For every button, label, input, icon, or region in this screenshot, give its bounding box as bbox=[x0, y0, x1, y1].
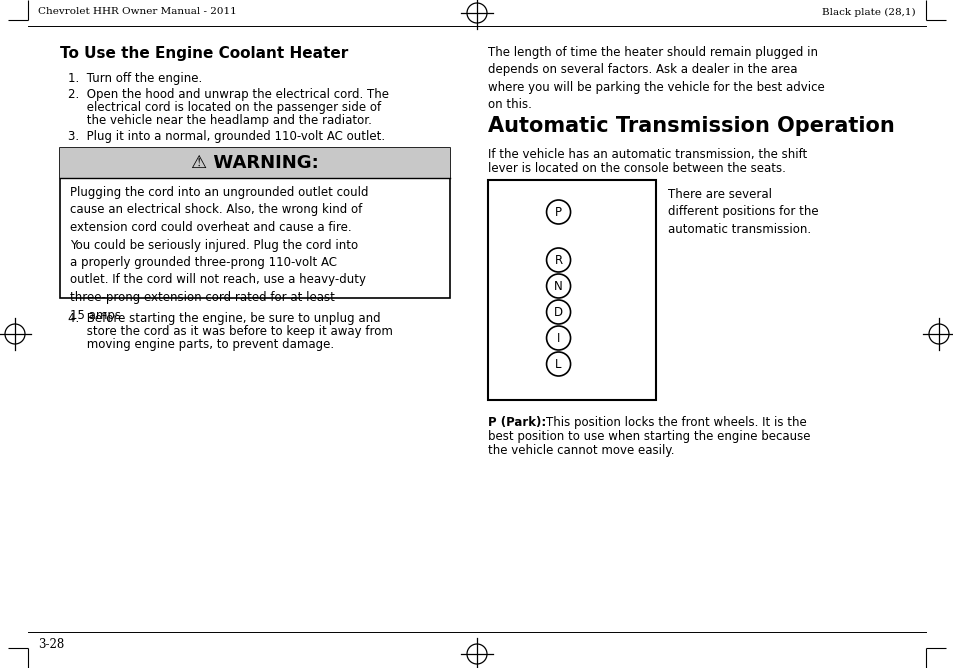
Text: the vehicle cannot move easily.: the vehicle cannot move easily. bbox=[488, 444, 674, 457]
Text: D: D bbox=[554, 305, 562, 319]
Text: Plugging the cord into an ungrounded outlet could
cause an electrical shock. Als: Plugging the cord into an ungrounded out… bbox=[70, 186, 368, 321]
Text: ⚠ WARNING:: ⚠ WARNING: bbox=[191, 154, 318, 172]
Text: 3-28: 3-28 bbox=[38, 637, 64, 651]
Text: R: R bbox=[554, 253, 562, 267]
Text: N: N bbox=[554, 279, 562, 293]
Text: I: I bbox=[557, 331, 559, 345]
Text: Chevrolet HHR Owner Manual - 2011: Chevrolet HHR Owner Manual - 2011 bbox=[38, 7, 236, 17]
Text: P (Park):: P (Park): bbox=[488, 416, 546, 429]
Text: Automatic Transmission Operation: Automatic Transmission Operation bbox=[488, 116, 894, 136]
Text: 1.  Turn off the engine.: 1. Turn off the engine. bbox=[68, 72, 202, 85]
Text: Black plate (28,1): Black plate (28,1) bbox=[821, 7, 915, 17]
Text: L: L bbox=[555, 357, 561, 371]
Text: the vehicle near the headlamp and the radiator.: the vehicle near the headlamp and the ra… bbox=[68, 114, 372, 127]
Text: lever is located on the console between the seats.: lever is located on the console between … bbox=[488, 162, 785, 175]
Text: P: P bbox=[555, 206, 561, 218]
Bar bbox=[60, 148, 450, 178]
Text: store the cord as it was before to keep it away from: store the cord as it was before to keep … bbox=[68, 325, 393, 338]
Bar bbox=[488, 180, 656, 400]
Text: If the vehicle has an automatic transmission, the shift: If the vehicle has an automatic transmis… bbox=[488, 148, 806, 161]
Text: electrical cord is located on the passenger side of: electrical cord is located on the passen… bbox=[68, 101, 381, 114]
Bar bbox=[60, 148, 450, 298]
Text: moving engine parts, to prevent damage.: moving engine parts, to prevent damage. bbox=[68, 338, 334, 351]
Text: 4.  Before starting the engine, be sure to unplug and: 4. Before starting the engine, be sure t… bbox=[68, 312, 380, 325]
Text: best position to use when starting the engine because: best position to use when starting the e… bbox=[488, 430, 810, 443]
Text: To Use the Engine Coolant Heater: To Use the Engine Coolant Heater bbox=[60, 46, 348, 61]
Text: The length of time the heater should remain plugged in
depends on several factor: The length of time the heater should rem… bbox=[488, 46, 824, 112]
Text: 2.  Open the hood and unwrap the electrical cord. The: 2. Open the hood and unwrap the electric… bbox=[68, 88, 389, 101]
Text: There are several
different positions for the
automatic transmission.: There are several different positions fo… bbox=[667, 188, 818, 236]
Text: 3.  Plug it into a normal, grounded 110-volt AC outlet.: 3. Plug it into a normal, grounded 110-v… bbox=[68, 130, 385, 143]
Text: This position locks the front wheels. It is the: This position locks the front wheels. It… bbox=[545, 416, 806, 429]
